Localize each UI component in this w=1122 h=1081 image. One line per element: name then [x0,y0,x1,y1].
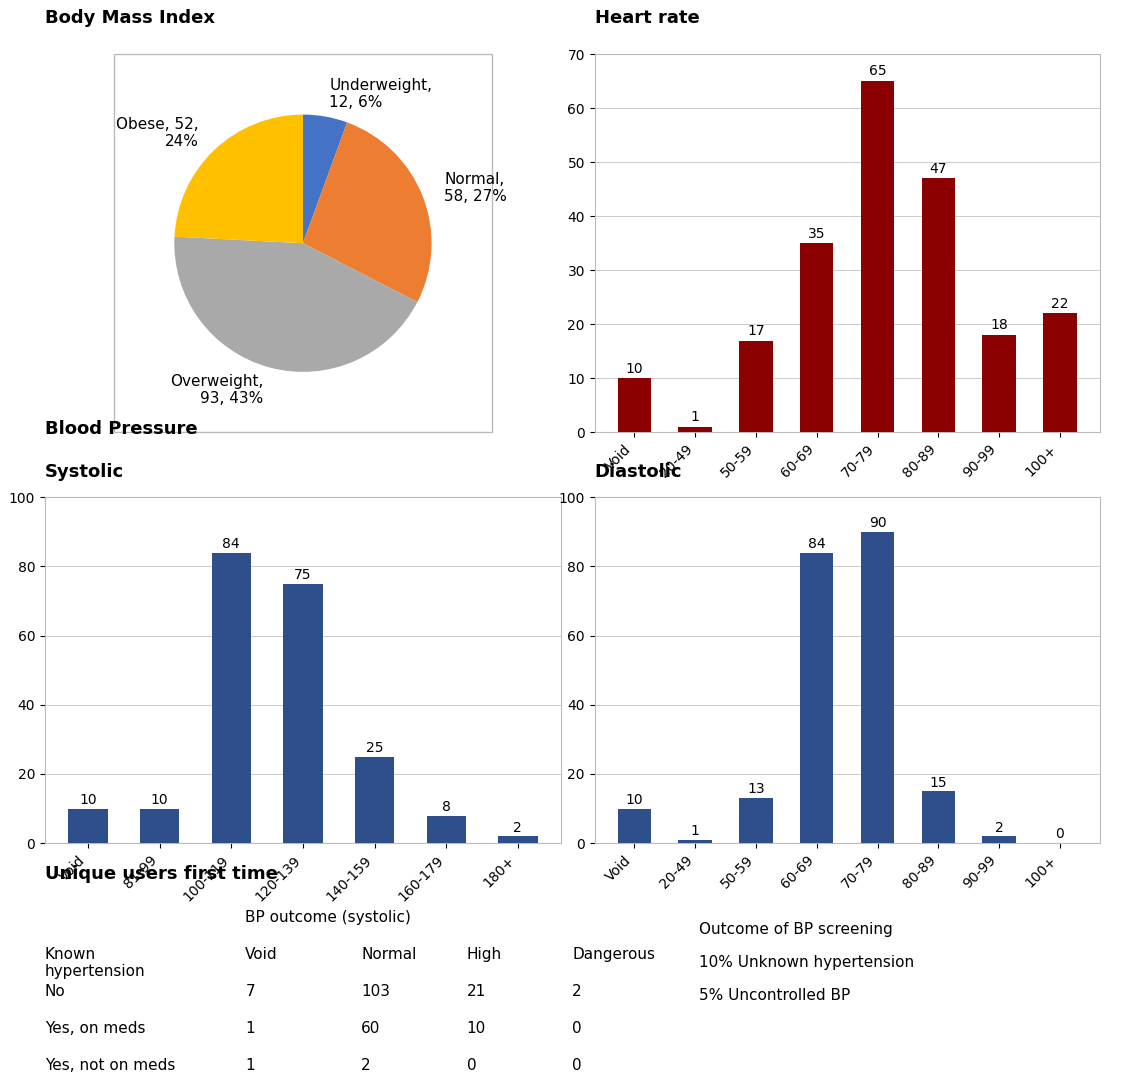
Bar [861,81,894,432]
Bar [983,837,1015,843]
Text: 2: 2 [361,1058,371,1072]
Text: High: High [467,947,502,962]
Bar [800,552,834,843]
Bar [800,243,834,432]
Text: Outcome of BP screening: Outcome of BP screening [699,922,892,937]
Bar [212,552,251,843]
Text: 75: 75 [294,568,312,582]
Text: Normal,
58, 27%: Normal, 58, 27% [444,172,507,204]
Text: Yes, not on meds: Yes, not on meds [45,1058,175,1072]
Text: 35: 35 [808,227,826,241]
Text: 10: 10 [467,1020,486,1036]
Wedge shape [174,237,417,372]
Bar [679,840,711,843]
Text: 1: 1 [246,1058,255,1072]
Text: 65: 65 [868,65,886,78]
Text: Obese, 52,
24%: Obese, 52, 24% [116,117,199,149]
Text: Diastolic: Diastolic [595,463,682,481]
Bar [679,427,711,432]
Bar [739,798,773,843]
Wedge shape [303,115,347,243]
Text: 84: 84 [808,537,826,551]
Bar [739,341,773,432]
Text: BP outcome (systolic): BP outcome (systolic) [246,910,411,925]
Text: 90: 90 [868,516,886,530]
Text: 2: 2 [514,820,522,835]
Wedge shape [303,122,432,302]
Bar [617,378,651,432]
Text: 2: 2 [572,984,582,999]
Text: No: No [45,984,65,999]
Text: 18: 18 [991,319,1008,333]
Bar [355,757,394,843]
Bar [921,791,955,843]
Bar [617,809,651,843]
Bar [140,809,180,843]
Bar [498,837,537,843]
Text: 0: 0 [1056,827,1065,841]
Bar [1043,313,1077,432]
Text: 8: 8 [442,800,451,814]
Text: Body Mass Index: Body Mass Index [45,9,215,27]
Text: 10: 10 [150,792,168,806]
Bar [283,584,323,843]
Text: 25: 25 [366,740,384,755]
Text: Underweight,
12, 6%: Underweight, 12, 6% [330,78,432,110]
Text: 21: 21 [467,984,486,999]
Text: Systolic: Systolic [45,463,125,481]
Text: Overweight,
93, 43%: Overweight, 93, 43% [171,374,264,406]
Text: 60: 60 [361,1020,380,1036]
Text: 0: 0 [572,1058,582,1072]
Text: 2: 2 [995,820,1003,835]
Bar [861,532,894,843]
Text: 7: 7 [246,984,255,999]
Bar [426,815,466,843]
Text: 10: 10 [80,792,96,806]
Text: Unique users first time: Unique users first time [45,865,278,883]
Text: 10: 10 [626,362,643,375]
Bar [921,178,955,432]
Bar [983,335,1015,432]
Text: 5% Uncontrolled BP: 5% Uncontrolled BP [699,988,850,1003]
Text: 10: 10 [626,792,643,806]
Text: 17: 17 [747,324,765,337]
Text: Yes, on meds: Yes, on meds [45,1020,146,1036]
Text: 47: 47 [929,162,947,175]
Text: 103: 103 [361,984,390,999]
Text: Blood Pressure: Blood Pressure [45,419,197,438]
Text: Heart rate: Heart rate [595,9,699,27]
Wedge shape [174,115,303,243]
Text: 10% Unknown hypertension: 10% Unknown hypertension [699,956,914,970]
Text: 84: 84 [222,537,240,551]
Text: Dangerous: Dangerous [572,947,655,962]
Text: 22: 22 [1051,297,1068,310]
Text: 1: 1 [691,824,699,838]
Text: Normal: Normal [361,947,416,962]
Text: 1: 1 [246,1020,255,1036]
Text: 0: 0 [467,1058,477,1072]
Text: 15: 15 [929,775,947,789]
Bar [68,809,108,843]
Text: Void: Void [246,947,278,962]
Text: 0: 0 [572,1020,582,1036]
Text: Known
hypertension: Known hypertension [45,947,146,979]
Text: 1: 1 [691,411,699,424]
Text: 13: 13 [747,783,765,797]
